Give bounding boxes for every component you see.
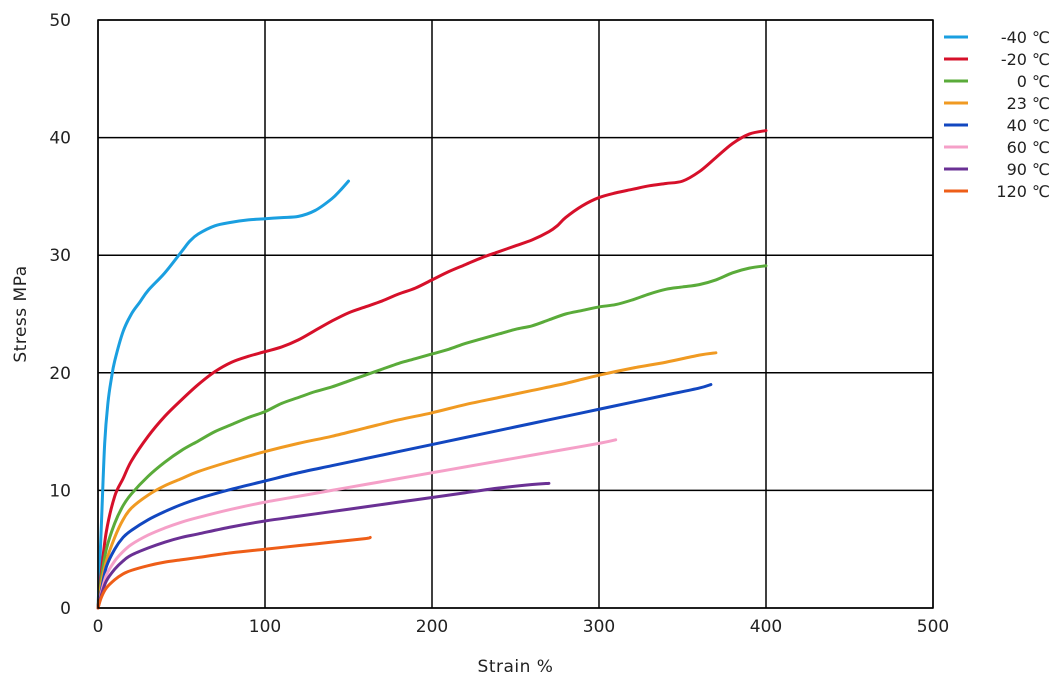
tick-labels: 0 100 200 300 400 500 0 10 20 30 40 50 (49, 11, 949, 637)
series-line (96, 351, 718, 610)
y-tick-label: 30 (49, 246, 71, 266)
grid-lines (97, 19, 934, 609)
y-tick-label: 20 (49, 364, 71, 384)
legend-label: 40 ℃ (1007, 116, 1050, 135)
x-tick-label: 500 (917, 617, 949, 637)
x-axis-title: Strain % (478, 657, 554, 677)
y-tick-label: 50 (49, 11, 71, 31)
series-lines (96, 129, 768, 610)
legend-label: 23 ℃ (1007, 94, 1050, 113)
series-line (96, 129, 768, 610)
legend: -40 ℃ -20 ℃ 0 ℃ 23 ℃ 40 ℃ 60 ℃ 90 ℃ 120 ℃ (944, 28, 1050, 201)
y-tick-label: 0 (60, 599, 71, 619)
series-line (96, 383, 713, 610)
series-line (96, 438, 618, 610)
legend-label: -40 ℃ (1001, 28, 1050, 47)
x-tick-label: 0 (93, 617, 104, 637)
x-tick-label: 300 (583, 617, 615, 637)
y-tick-label: 40 (49, 129, 71, 149)
legend-label: 60 ℃ (1007, 138, 1050, 157)
series-line (96, 535, 372, 610)
legend-label: -20 ℃ (1001, 50, 1050, 69)
x-tick-label: 400 (750, 617, 782, 637)
series-line (96, 481, 551, 610)
y-axis-title: Stress MPa (11, 265, 31, 362)
series-line (96, 264, 768, 610)
x-tick-label: 200 (416, 617, 448, 637)
legend-label: 90 ℃ (1007, 160, 1050, 179)
x-tick-label: 100 (249, 617, 281, 637)
plot-frame (97, 19, 934, 609)
legend-label: 120 ℃ (996, 182, 1050, 201)
legend-label: 0 ℃ (1017, 72, 1050, 91)
y-tick-label: 10 (49, 481, 71, 501)
series-line (96, 179, 350, 610)
